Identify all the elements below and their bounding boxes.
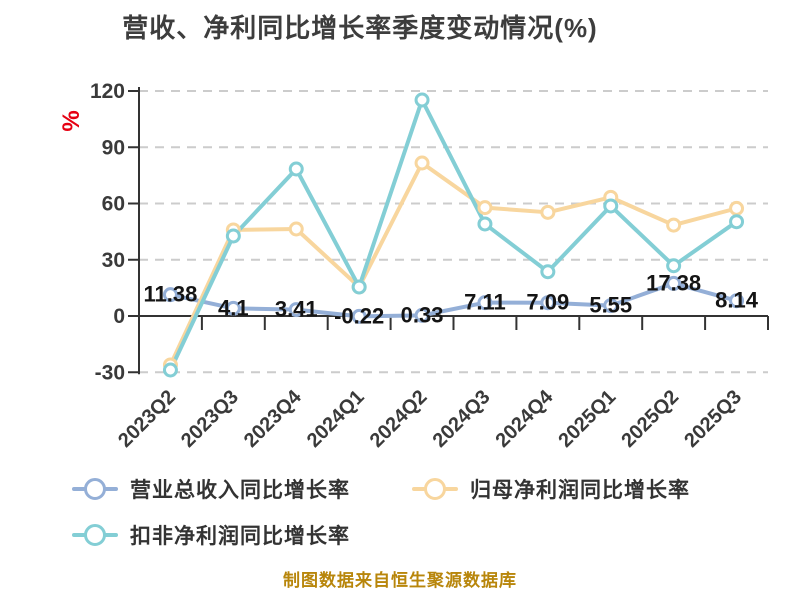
data-point-marker[interactable] <box>162 362 178 378</box>
data-point-label: 11.38 <box>144 282 198 307</box>
data-point-marker[interactable] <box>666 258 682 274</box>
data-point-marker[interactable] <box>540 295 556 311</box>
y-axis-label: 0 <box>113 305 125 328</box>
data-point-marker[interactable] <box>288 221 304 237</box>
data-point-marker[interactable] <box>225 228 241 244</box>
y-axis-label: -30 <box>95 361 125 384</box>
y-axis-label: 90 <box>102 136 125 159</box>
data-point-marker[interactable] <box>414 155 430 171</box>
x-axis-label: 2025Q1 <box>554 386 620 452</box>
data-point-marker[interactable] <box>162 287 178 303</box>
data-point-marker[interactable] <box>666 275 682 291</box>
x-axis-label: 2025Q2 <box>617 386 683 452</box>
data-point-label: 3.41 <box>275 297 318 322</box>
data-point-marker[interactable] <box>477 200 493 216</box>
data-point-marker[interactable] <box>540 264 556 280</box>
data-point-marker[interactable] <box>729 214 745 230</box>
data-point-marker[interactable] <box>351 308 367 324</box>
data-point-marker[interactable] <box>414 307 430 323</box>
x-axis-label: 2025Q3 <box>680 386 746 452</box>
line-marker-icon <box>72 524 118 546</box>
series-line-0 <box>168 281 739 319</box>
line-chart: 1209060300-302023Q22023Q32023Q42024Q1202… <box>90 80 769 452</box>
line-marker-icon <box>412 478 458 500</box>
data-point-marker[interactable] <box>288 302 304 318</box>
x-axis-label: 2023Q3 <box>177 386 243 452</box>
data-point-label: 7.09 <box>526 290 569 315</box>
line-marker-icon <box>72 478 118 500</box>
legend-item-net-profit-growth[interactable]: 归母净利润同比增长率 <box>412 474 732 504</box>
x-axis-label: 2024Q4 <box>492 385 559 452</box>
data-point-label: 4.1 <box>218 295 249 320</box>
y-axis-label: 120 <box>90 80 125 103</box>
data-point-marker[interactable] <box>540 204 556 220</box>
data-point-label: 8.14 <box>715 288 759 313</box>
legend-item-revenue-growth[interactable]: 营业总收入同比增长率 <box>72 474 412 504</box>
legend-label: 归母净利润同比增长率 <box>470 479 690 502</box>
data-point-marker[interactable] <box>729 200 745 216</box>
x-axis-label: 2024Q3 <box>429 386 495 452</box>
x-axis-label: 2024Q2 <box>366 386 432 452</box>
y-axis-label: 60 <box>102 193 125 216</box>
data-point-marker[interactable] <box>414 92 430 108</box>
y-axis-label: 30 <box>102 249 125 272</box>
data-point-marker[interactable] <box>603 198 619 214</box>
data-point-marker[interactable] <box>351 279 367 295</box>
data-point-label: 7.11 <box>464 290 506 315</box>
data-point-label: 17.38 <box>646 270 701 295</box>
series-line-1 <box>168 161 739 367</box>
x-axis-label: 2023Q4 <box>240 385 307 452</box>
chart-title: 营收、净利同比增长率季度变动情况(%) <box>122 13 598 43</box>
data-point-label: 5.55 <box>589 293 632 318</box>
chart-legend: 营业总收入同比增长率 归母净利润同比增长率 扣非净利润同比增长率 <box>72 474 732 550</box>
data-point-marker[interactable] <box>288 161 304 177</box>
legend-label: 扣非净利润同比增长率 <box>130 525 350 548</box>
x-axis-label: 2023Q2 <box>114 386 180 452</box>
data-point-label: 0.33 <box>401 302 444 327</box>
data-point-marker[interactable] <box>225 300 241 316</box>
legend-item-deducted-net-profit-growth[interactable]: 扣非净利润同比增长率 <box>72 520 412 550</box>
data-point-marker[interactable] <box>603 298 619 314</box>
data-point-marker[interactable] <box>729 293 745 309</box>
data-point-marker[interactable] <box>666 217 682 233</box>
legend-label: 营业总收入同比增长率 <box>130 479 350 502</box>
data-point-label: -0.22 <box>334 303 384 328</box>
data-point-marker[interactable] <box>477 295 493 311</box>
data-source-note: 制图数据来自恒生聚源数据库 <box>283 571 517 590</box>
series-line-2 <box>168 98 739 372</box>
x-axis-label: 2024Q1 <box>303 386 369 452</box>
data-point-marker[interactable] <box>477 216 493 232</box>
